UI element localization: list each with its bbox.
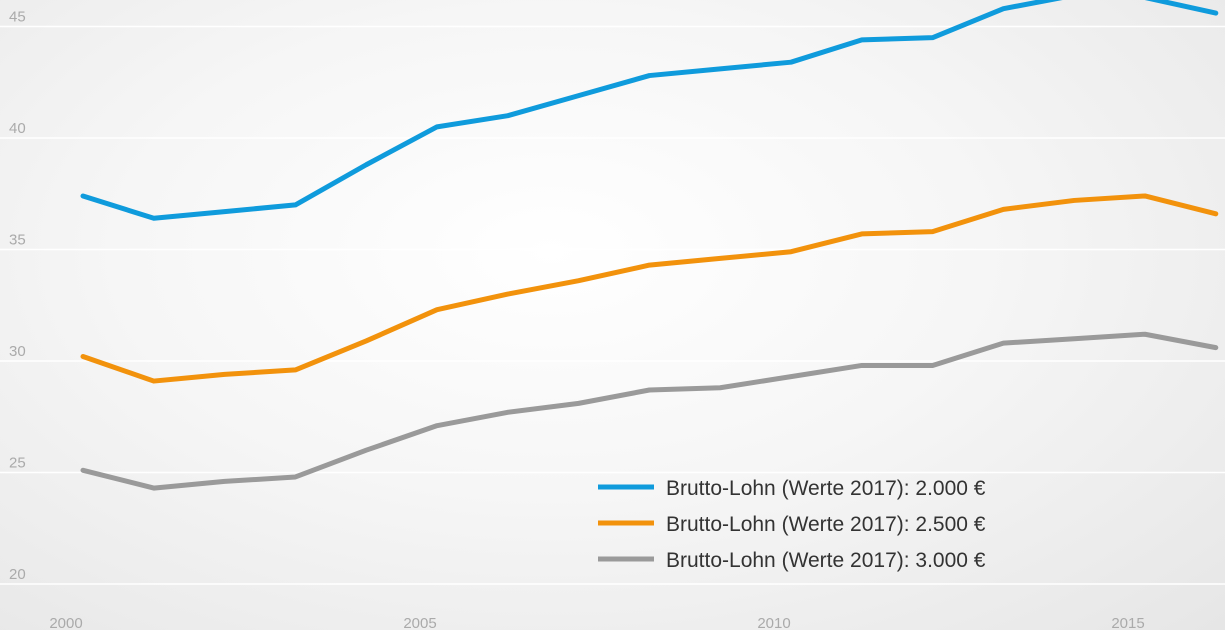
x-tick-label: 2005 [403, 615, 436, 630]
y-tick-label: 25 [9, 455, 26, 472]
y-tick-label: 30 [9, 343, 26, 360]
y-tick-label: 40 [9, 120, 26, 137]
series-lines [80, 0, 1219, 491]
y-tick-label: 35 [9, 232, 26, 249]
legend-label-1: Brutto-Lohn (Werte 2017): 2.000 € [666, 477, 986, 500]
series-line-1 [80, 0, 1219, 221]
legend-label-2: Brutto-Lohn (Werte 2017): 2.500 € [666, 513, 986, 536]
legend-label-3: Brutto-Lohn (Werte 2017): 3.000 € [666, 549, 986, 572]
grid-lines [0, 25, 1225, 585]
x-tick-label: 2015 [1111, 615, 1144, 630]
y-axis: 20 25 30 35 40 45 [9, 9, 26, 584]
series-line-3 [80, 331, 1219, 491]
x-axis: 2000 2005 2010 2015 [49, 615, 1144, 630]
x-tick-label: 2010 [757, 615, 790, 630]
series-line-2 [80, 193, 1219, 384]
y-tick-label: 20 [9, 566, 26, 583]
y-tick-label: 45 [9, 9, 26, 26]
legend: Brutto-Lohn (Werte 2017): 2.000 € Brutto-… [598, 477, 986, 572]
x-tick-label: 2000 [49, 615, 82, 630]
